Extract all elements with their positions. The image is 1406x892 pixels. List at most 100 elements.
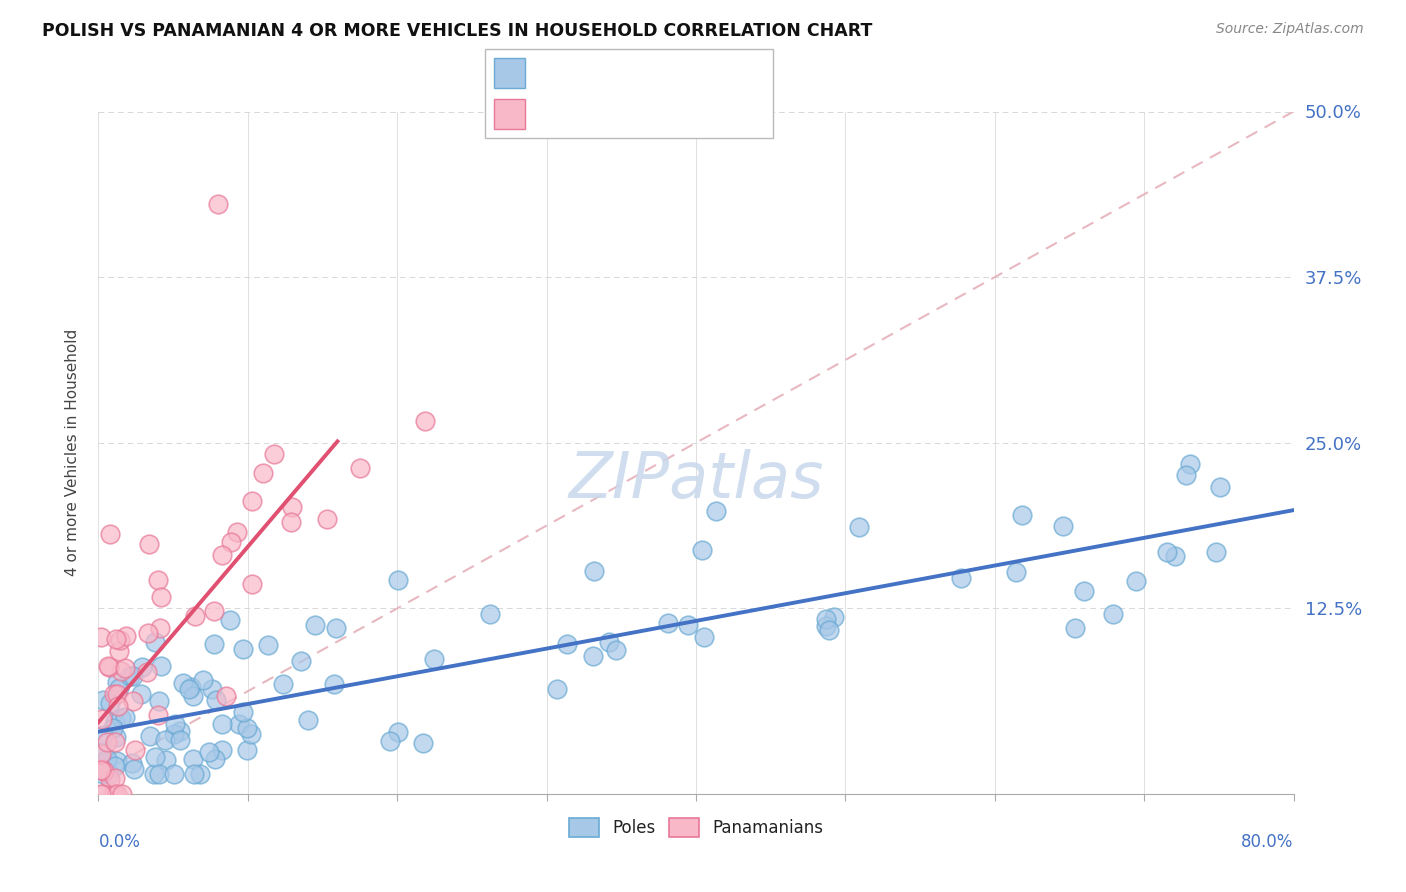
Point [104,759,127,773]
Point [252,466,274,480]
Text: 0.0%: 0.0% [98,833,141,851]
Point [183,767,205,781]
Point [105,730,128,744]
Point [91,728,114,742]
Point [236,721,259,735]
Point [657,615,679,630]
Point [1156,545,1178,559]
Point [1209,480,1232,494]
Point [815,611,838,625]
Point [98,526,121,541]
Point [90,787,112,801]
Point [149,590,172,604]
Point [110,665,132,679]
Point [101,787,124,801]
Point [143,635,166,649]
Text: N =: N = [658,105,695,123]
Point [121,756,143,770]
Text: POLISH VS PANAMANIAN 4 OR MORE VEHICLES IN HOUSEHOLD CORRELATION CHART: POLISH VS PANAMANIAN 4 OR MORE VEHICLES … [42,22,873,40]
Point [256,638,278,652]
Point [108,681,131,695]
Point [91,767,114,781]
Point [104,715,127,730]
Point [297,713,319,727]
Point [183,752,205,766]
Point [169,724,191,739]
Point [315,511,337,525]
Point [139,729,162,743]
Point [690,542,713,557]
Point [93,764,115,779]
Point [221,534,243,549]
Point [136,626,159,640]
Point [582,565,605,579]
Point [704,503,727,517]
Point [129,687,152,701]
Point [136,665,159,680]
Point [207,197,229,211]
Point [204,752,226,766]
Point [280,500,302,514]
Text: 0.475: 0.475 [592,65,644,83]
Point [124,743,146,757]
Point [387,573,409,587]
Point [148,573,170,587]
Point [148,767,170,781]
Point [240,493,263,508]
Point [211,743,233,757]
Point [202,604,225,618]
Point [105,754,128,768]
Point [1175,467,1198,482]
Point [240,727,263,741]
Point [96,735,118,749]
Point [271,677,294,691]
Point [479,607,502,622]
Point [231,641,253,656]
Point [188,767,211,781]
Text: R =: R = [537,105,574,123]
Point [202,637,225,651]
Point [149,658,172,673]
Point [236,743,259,757]
Point [143,750,166,764]
Point [90,631,112,645]
Text: ZIPatlas: ZIPatlas [568,449,824,511]
Point [290,654,312,668]
Point [169,733,191,747]
Point [211,716,233,731]
Point [105,675,128,690]
Point [1125,574,1147,588]
Point [122,762,145,776]
Point [90,763,112,777]
Point [228,717,250,731]
Point [114,710,136,724]
Point [162,727,184,741]
Point [183,689,205,703]
Point [201,681,224,696]
Bar [494,99,526,129]
Point [91,745,114,759]
Point [546,682,568,697]
Point [204,693,226,707]
Point [1073,583,1095,598]
Text: Source: ZipAtlas.com: Source: ZipAtlas.com [1216,22,1364,37]
Point [240,577,263,591]
Point [100,696,122,710]
Point [226,524,249,539]
Point [163,767,186,781]
Point [97,767,120,781]
Point [232,706,254,720]
Point [91,712,114,726]
Point [1178,458,1201,472]
Point [120,669,142,683]
Point [108,644,131,658]
Point [304,618,326,632]
Point [415,414,437,428]
Point [96,752,118,766]
Point [163,717,186,731]
Point [423,651,446,665]
Y-axis label: 4 or more Vehicles in Household: 4 or more Vehicles in Household [65,329,80,576]
Point [211,548,233,562]
Point [155,753,177,767]
Point [142,767,165,781]
